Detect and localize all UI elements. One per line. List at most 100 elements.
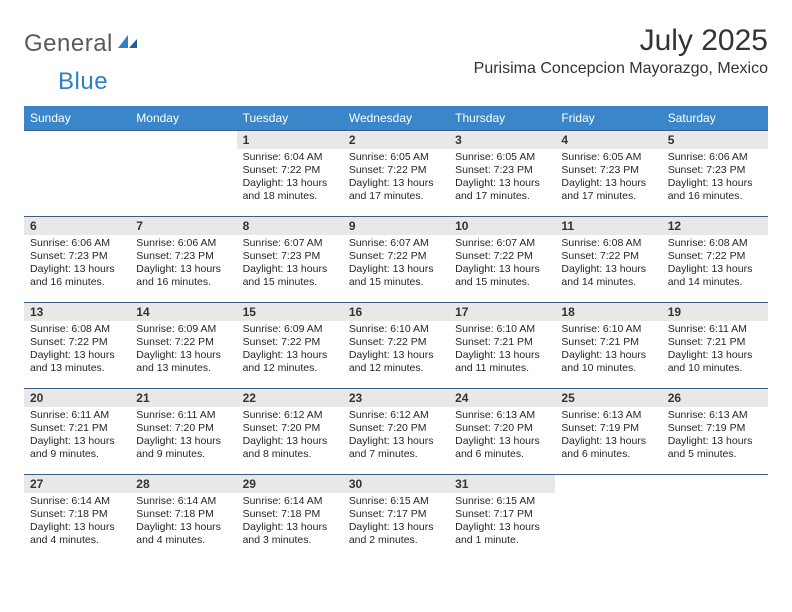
sunset-text: Sunset: 7:22 PM: [349, 336, 443, 349]
calendar-week-row: 6Sunrise: 6:06 AMSunset: 7:23 PMDaylight…: [24, 217, 768, 303]
daylight-line2: and 9 minutes.: [30, 448, 124, 461]
calendar-day-cell: 4Sunrise: 6:05 AMSunset: 7:23 PMDaylight…: [555, 131, 661, 217]
daylight-line2: and 13 minutes.: [30, 362, 124, 375]
day-number: 29: [237, 475, 343, 493]
calendar-day-cell: 18Sunrise: 6:10 AMSunset: 7:21 PMDayligh…: [555, 303, 661, 389]
day-body: Sunrise: 6:14 AMSunset: 7:18 PMDaylight:…: [24, 493, 130, 552]
sunset-text: Sunset: 7:21 PM: [668, 336, 762, 349]
sunset-text: Sunset: 7:23 PM: [136, 250, 230, 263]
logo-text-blue: Blue: [58, 68, 108, 96]
daylight-line2: and 6 minutes.: [455, 448, 549, 461]
calendar-day-cell: 12Sunrise: 6:08 AMSunset: 7:22 PMDayligh…: [662, 217, 768, 303]
daylight-line2: and 15 minutes.: [455, 276, 549, 289]
day-body: Sunrise: 6:14 AMSunset: 7:18 PMDaylight:…: [237, 493, 343, 552]
daylight-line2: and 14 minutes.: [668, 276, 762, 289]
day-body: Sunrise: 6:08 AMSunset: 7:22 PMDaylight:…: [662, 235, 768, 294]
daylight-line1: Daylight: 13 hours: [136, 521, 230, 534]
daylight-line1: Daylight: 13 hours: [30, 435, 124, 448]
weekday-header: Friday: [555, 106, 661, 131]
sunrise-text: Sunrise: 6:10 AM: [561, 323, 655, 336]
sunset-text: Sunset: 7:22 PM: [136, 336, 230, 349]
daylight-line1: Daylight: 13 hours: [349, 349, 443, 362]
sunset-text: Sunset: 7:23 PM: [668, 164, 762, 177]
sunrise-text: Sunrise: 6:11 AM: [668, 323, 762, 336]
daylight-line1: Daylight: 13 hours: [349, 177, 443, 190]
sunset-text: Sunset: 7:22 PM: [668, 250, 762, 263]
weekday-header: Thursday: [449, 106, 555, 131]
day-number: 2: [343, 131, 449, 149]
day-number: 19: [662, 303, 768, 321]
day-number: 26: [662, 389, 768, 407]
calendar-day-cell: 25Sunrise: 6:13 AMSunset: 7:19 PMDayligh…: [555, 389, 661, 475]
day-body: Sunrise: 6:08 AMSunset: 7:22 PMDaylight:…: [24, 321, 130, 380]
calendar-day-cell: 8Sunrise: 6:07 AMSunset: 7:23 PMDaylight…: [237, 217, 343, 303]
sunrise-text: Sunrise: 6:05 AM: [349, 151, 443, 164]
sunset-text: Sunset: 7:17 PM: [349, 508, 443, 521]
daylight-line2: and 1 minute.: [455, 534, 549, 547]
sunset-text: Sunset: 7:21 PM: [30, 422, 124, 435]
day-number: 30: [343, 475, 449, 493]
day-number: 27: [24, 475, 130, 493]
sunset-text: Sunset: 7:23 PM: [561, 164, 655, 177]
sunrise-text: Sunrise: 6:06 AM: [30, 237, 124, 250]
calendar-day-cell: 27Sunrise: 6:14 AMSunset: 7:18 PMDayligh…: [24, 475, 130, 561]
calendar-empty-cell: [24, 131, 130, 217]
calendar-table: SundayMondayTuesdayWednesdayThursdayFrid…: [24, 106, 768, 561]
day-number: 8: [237, 217, 343, 235]
sunset-text: Sunset: 7:23 PM: [455, 164, 549, 177]
daylight-line2: and 2 minutes.: [349, 534, 443, 547]
calendar-day-cell: 1Sunrise: 6:04 AMSunset: 7:22 PMDaylight…: [237, 131, 343, 217]
daylight-line1: Daylight: 13 hours: [136, 435, 230, 448]
sunset-text: Sunset: 7:22 PM: [243, 164, 337, 177]
calendar-day-cell: 17Sunrise: 6:10 AMSunset: 7:21 PMDayligh…: [449, 303, 555, 389]
sunrise-text: Sunrise: 6:10 AM: [349, 323, 443, 336]
sunrise-text: Sunrise: 6:05 AM: [561, 151, 655, 164]
daylight-line2: and 11 minutes.: [455, 362, 549, 375]
daylight-line1: Daylight: 13 hours: [243, 177, 337, 190]
sunset-text: Sunset: 7:22 PM: [349, 250, 443, 263]
daylight-line1: Daylight: 13 hours: [455, 435, 549, 448]
day-body: Sunrise: 6:15 AMSunset: 7:17 PMDaylight:…: [343, 493, 449, 552]
calendar-day-cell: 24Sunrise: 6:13 AMSunset: 7:20 PMDayligh…: [449, 389, 555, 475]
location: Purisima Concepcion Mayorazgo, Mexico: [474, 60, 768, 78]
sunset-text: Sunset: 7:19 PM: [668, 422, 762, 435]
weekday-header: Tuesday: [237, 106, 343, 131]
sunrise-text: Sunrise: 6:09 AM: [136, 323, 230, 336]
daylight-line2: and 5 minutes.: [668, 448, 762, 461]
calendar-day-cell: 30Sunrise: 6:15 AMSunset: 7:17 PMDayligh…: [343, 475, 449, 561]
day-body: Sunrise: 6:06 AMSunset: 7:23 PMDaylight:…: [130, 235, 236, 294]
sunset-text: Sunset: 7:21 PM: [561, 336, 655, 349]
calendar-day-cell: 11Sunrise: 6:08 AMSunset: 7:22 PMDayligh…: [555, 217, 661, 303]
sunset-text: Sunset: 7:20 PM: [136, 422, 230, 435]
day-number: 13: [24, 303, 130, 321]
sunrise-text: Sunrise: 6:15 AM: [455, 495, 549, 508]
sunrise-text: Sunrise: 6:10 AM: [455, 323, 549, 336]
sunrise-text: Sunrise: 6:13 AM: [668, 409, 762, 422]
sunset-text: Sunset: 7:22 PM: [30, 336, 124, 349]
day-body: Sunrise: 6:13 AMSunset: 7:19 PMDaylight:…: [555, 407, 661, 466]
daylight-line2: and 10 minutes.: [668, 362, 762, 375]
sunset-text: Sunset: 7:18 PM: [136, 508, 230, 521]
day-number: 23: [343, 389, 449, 407]
day-number: 11: [555, 217, 661, 235]
daylight-line2: and 9 minutes.: [136, 448, 230, 461]
daylight-line2: and 6 minutes.: [561, 448, 655, 461]
daylight-line2: and 4 minutes.: [136, 534, 230, 547]
calendar-week-row: 1Sunrise: 6:04 AMSunset: 7:22 PMDaylight…: [24, 131, 768, 217]
daylight-line1: Daylight: 13 hours: [136, 349, 230, 362]
daylight-line2: and 7 minutes.: [349, 448, 443, 461]
day-body: Sunrise: 6:07 AMSunset: 7:23 PMDaylight:…: [237, 235, 343, 294]
daylight-line1: Daylight: 13 hours: [349, 435, 443, 448]
day-body: Sunrise: 6:11 AMSunset: 7:21 PMDaylight:…: [24, 407, 130, 466]
daylight-line2: and 14 minutes.: [561, 276, 655, 289]
day-body: Sunrise: 6:05 AMSunset: 7:23 PMDaylight:…: [555, 149, 661, 208]
sunrise-text: Sunrise: 6:14 AM: [243, 495, 337, 508]
day-number: 20: [24, 389, 130, 407]
day-body: Sunrise: 6:10 AMSunset: 7:21 PMDaylight:…: [555, 321, 661, 380]
day-number: 24: [449, 389, 555, 407]
day-body: Sunrise: 6:13 AMSunset: 7:20 PMDaylight:…: [449, 407, 555, 466]
sunrise-text: Sunrise: 6:11 AM: [136, 409, 230, 422]
day-number: 12: [662, 217, 768, 235]
daylight-line1: Daylight: 13 hours: [455, 349, 549, 362]
daylight-line2: and 16 minutes.: [668, 190, 762, 203]
